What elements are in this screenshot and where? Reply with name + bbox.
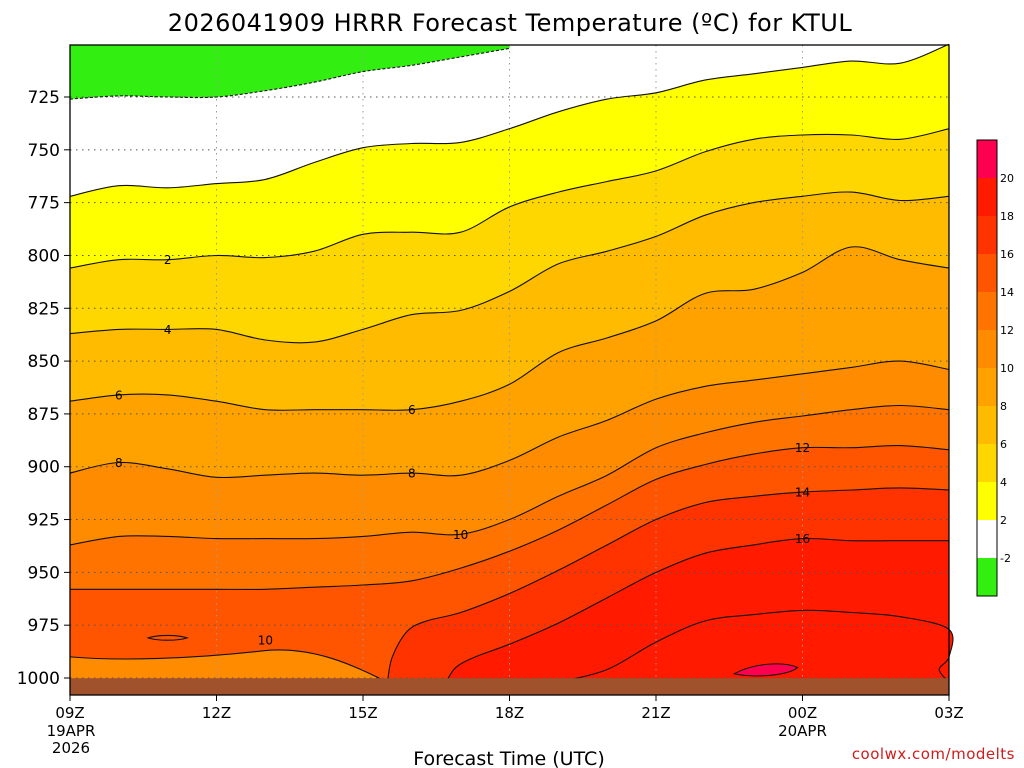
fill-band-below-minus-2 <box>70 45 510 100</box>
colorbar-swatch-6-8 <box>977 406 997 444</box>
y-tick-label-775: 775 <box>28 194 60 214</box>
x-tick-label-03Z: 03Z <box>934 704 963 722</box>
y-axis: 725 750 775 800 825 850 875 900 925 950 975 1000 <box>17 88 70 689</box>
colorbar-swatch--2-2 <box>977 520 997 558</box>
contour-label-16: 16 <box>795 532 810 546</box>
y-tick-label-825: 825 <box>28 299 60 319</box>
y-tick-label-800: 800 <box>28 246 60 266</box>
colorbar-swatch-4-6 <box>977 444 997 482</box>
contour-label-8: 8 <box>408 467 416 481</box>
contour-line-4 <box>69 191 950 344</box>
y-tick-label-900: 900 <box>28 458 60 478</box>
y-tick-label-875: 875 <box>28 405 60 425</box>
contour-label-2: 2 <box>164 253 172 267</box>
contour-line-6 <box>69 246 950 411</box>
colorbar-frame <box>976 139 998 597</box>
contour-label-4: 4 <box>164 323 172 337</box>
colorbar-swatch-12-14 <box>977 292 997 330</box>
x-tick-date-09Z: 19APR <box>47 722 96 740</box>
colorbar-swatch-8-10 <box>977 368 997 406</box>
colorbar-tick-4: 4 <box>1000 476 1007 489</box>
contour-line-8 <box>69 360 950 479</box>
contour-label-12: 12 <box>795 441 810 455</box>
ground-surface <box>70 678 949 695</box>
colorbar-tick--2: -2 <box>1000 552 1011 565</box>
contour-line-0 <box>69 43 950 197</box>
contour-label-8: 8 <box>115 456 123 470</box>
y-tick-label-925: 925 <box>28 511 60 531</box>
x-tick-label-21Z: 21Z <box>641 704 670 722</box>
x-tick-label-00Z: 00Z <box>788 704 817 722</box>
colorbar-tick-2: 2 <box>1000 514 1007 527</box>
colorbar-swatch-<-2 <box>977 558 997 596</box>
y-tick-label-950: 950 <box>28 563 60 583</box>
contour-label-6: 6 <box>115 388 123 402</box>
x-tick-label-12Z: 12Z <box>202 704 231 722</box>
x-tick-label-09Z: 09Z <box>55 704 84 722</box>
colorbar-swatch-16-18 <box>977 216 997 254</box>
contour-line-10 <box>69 404 950 546</box>
colorbar: 20 18 16 14 12 10 8 6 4 2 -2 <box>976 139 1014 597</box>
fill-band-surface-pocket <box>70 649 388 683</box>
contour-label-14: 14 <box>795 486 810 500</box>
colorbar-tick-18: 18 <box>1000 210 1014 223</box>
contour-line-14 <box>386 487 950 683</box>
colorbar-swatch-10-12 <box>977 330 997 368</box>
contour-label-10: 10 <box>453 528 468 542</box>
ground-layer <box>70 678 949 695</box>
contour-line-surface-12 <box>69 649 388 683</box>
colorbar-tick-10: 10 <box>1000 362 1014 375</box>
fill-band-18-core <box>558 610 953 695</box>
contour-line-closed-10 <box>146 634 189 641</box>
grid-layer <box>70 45 949 695</box>
contour-line-2 <box>69 128 950 269</box>
y-tick-label-750: 750 <box>28 141 60 161</box>
y-tick-label-1000: 1000 <box>17 669 60 689</box>
contour-line-12 <box>70 445 950 590</box>
colorbar-tick-14: 14 <box>1000 286 1014 299</box>
colorbar-tick-16: 16 <box>1000 248 1014 261</box>
credit-text: coolwx.com/modelts <box>852 745 1015 763</box>
x-tick-label-15Z: 15Z <box>348 704 377 722</box>
contour-label-6: 6 <box>408 403 416 417</box>
fill-band-20-22 <box>732 663 799 677</box>
colorbar-swatch-14-16 <box>977 254 997 292</box>
temperature-fill-layer <box>70 44 953 695</box>
colorbar-swatch-18-20 <box>977 178 997 216</box>
y-tick-label-975: 975 <box>28 616 60 636</box>
colorbar-tick-20: 20 <box>1000 172 1014 185</box>
x-tick-label-18Z: 18Z <box>495 704 524 722</box>
colorbar-tick-6: 6 <box>1000 438 1007 451</box>
y-tick-label-850: 850 <box>28 352 60 372</box>
x-axis-label: Forecast Time (UTC) <box>413 748 604 768</box>
y-tick-label-725: 725 <box>28 88 60 108</box>
contour-label-surface-10: 10 <box>258 633 273 647</box>
colorbar-swatch-2-4 <box>977 482 997 520</box>
x-tick-date-00Z: 20APR <box>778 722 827 740</box>
chart-title: 2026041909 HRRR Forecast Temperature (ºC… <box>168 9 853 37</box>
x-tick-year-09Z: 2026 <box>52 739 90 757</box>
contour-line-16 <box>445 537 949 683</box>
colorbar-swatch-20-22 <box>977 140 997 178</box>
contour-line--2 <box>69 47 510 100</box>
colorbar-tick-12: 12 <box>1000 324 1014 337</box>
colorbar-tick-8: 8 <box>1000 400 1007 413</box>
contour-layer: 2 4 6 6 8 8 10 12 14 16 10 <box>69 43 954 683</box>
